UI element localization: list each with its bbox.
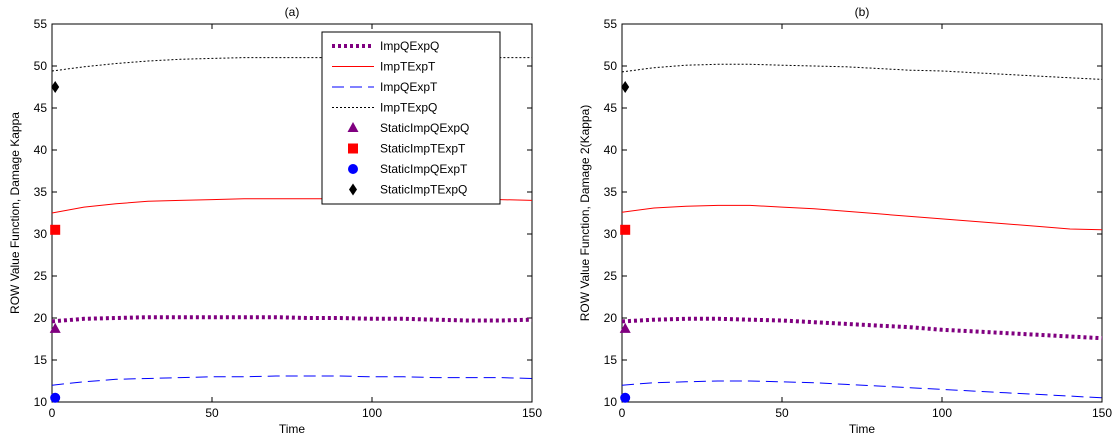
y-tick-label: 30 xyxy=(34,227,48,241)
legend-marker-StaticImpQExpQ xyxy=(347,122,359,132)
y-axis-label: ROW Value Function, Damage 2(Kappa) xyxy=(578,105,592,322)
series-line-ImpTExpT xyxy=(621,204,1103,231)
static-point-StaticImpQExpT xyxy=(620,392,631,403)
legend-label-ImpQExpT: ImpQExpT xyxy=(380,80,438,94)
legend-label-StaticImpTExpQ: StaticImpTExpQ xyxy=(380,183,467,197)
legend-label-ImpTExpQ: ImpTExpQ xyxy=(380,101,437,115)
y-axis-label: ROW Value Function, Damage Kappa xyxy=(8,112,22,314)
y-tick-label: 30 xyxy=(604,227,618,241)
legend-label-StaticImpQExpQ: StaticImpQExpQ xyxy=(380,121,469,135)
legend-marker-StaticImpQExpT xyxy=(348,164,358,174)
series-line-ImpQExpQ xyxy=(51,315,533,324)
y-tick-label: 45 xyxy=(604,101,618,115)
x-axis-label: Time xyxy=(279,422,306,436)
series-line-ImpQExpT xyxy=(621,380,1103,399)
y-tick-label: 40 xyxy=(604,143,618,157)
y-tick-label: 25 xyxy=(34,269,48,283)
legend-label-ImpTExpT: ImpTExpT xyxy=(380,60,436,74)
x-tick-label: 100 xyxy=(932,406,952,420)
legend-label-ImpQExpQ: ImpQExpQ xyxy=(380,39,439,53)
y-tick-label: 35 xyxy=(34,185,48,199)
x-tick-label: 0 xyxy=(619,406,626,420)
legend-marker-StaticImpTExpQ xyxy=(349,183,357,196)
static-point-StaticImpQExpT xyxy=(50,392,61,403)
y-tick-label: 10 xyxy=(604,395,618,409)
y-tick-label: 55 xyxy=(34,17,48,31)
y-tick-label: 25 xyxy=(604,269,618,283)
legend-box xyxy=(321,31,501,205)
x-tick-label: 0 xyxy=(49,406,56,420)
y-tick-label: 40 xyxy=(34,143,48,157)
chart-title: (b) xyxy=(855,5,870,19)
static-point-StaticImpTExpT xyxy=(620,224,631,235)
series-line-ImpQExpQ xyxy=(621,316,1103,341)
y-tick-label: 20 xyxy=(34,311,48,325)
static-point-StaticImpTExpT xyxy=(50,224,61,235)
x-axis-label: Time xyxy=(849,422,876,436)
x-tick-label: 150 xyxy=(1092,406,1112,420)
chart-title: (a) xyxy=(285,5,300,19)
legend-marker-StaticImpTExpT xyxy=(348,143,358,154)
series-line-ImpTExpQ xyxy=(621,63,1103,80)
y-tick-label: 50 xyxy=(34,59,48,73)
x-tick-label: 50 xyxy=(205,406,219,420)
y-tick-label: 50 xyxy=(604,59,618,73)
x-tick-label: 100 xyxy=(362,406,382,420)
static-point-StaticImpQExpQ xyxy=(619,322,631,333)
y-tick-label: 10 xyxy=(34,395,48,409)
chart-b: 10 15 20 25 30 35 40 45 50 55 0 50 100 150 (b) Time ROW … xyxy=(578,5,1112,436)
y-tick-label: 55 xyxy=(604,17,618,31)
y-tick-label: 15 xyxy=(34,353,48,367)
static-point-StaticImpTExpQ xyxy=(51,81,60,93)
legend-label-StaticImpQExpT: StaticImpQExpT xyxy=(380,162,468,176)
x-tick-label: 50 xyxy=(775,406,789,420)
y-tick-label: 15 xyxy=(604,353,618,367)
legend-label-StaticImpTExpT: StaticImpTExpT xyxy=(380,142,466,156)
y-tick-label: 45 xyxy=(34,101,48,115)
static-point-StaticImpTExpQ xyxy=(621,81,630,93)
static-point-StaticImpQExpQ xyxy=(49,322,61,333)
x-tick-label: 150 xyxy=(522,406,542,420)
chart-a: 10 15 20 25 30 35 40 45 50 55 0 50 100 150 (a) Time ROW … xyxy=(8,5,542,436)
y-tick-label: 20 xyxy=(604,311,618,325)
legend: ImpQExpQ ImpTExpT ImpQExpT ImpTExpQ StaticIm… xyxy=(321,31,501,205)
series-line-ImpQExpT xyxy=(51,375,533,386)
y-tick-label: 35 xyxy=(604,185,618,199)
